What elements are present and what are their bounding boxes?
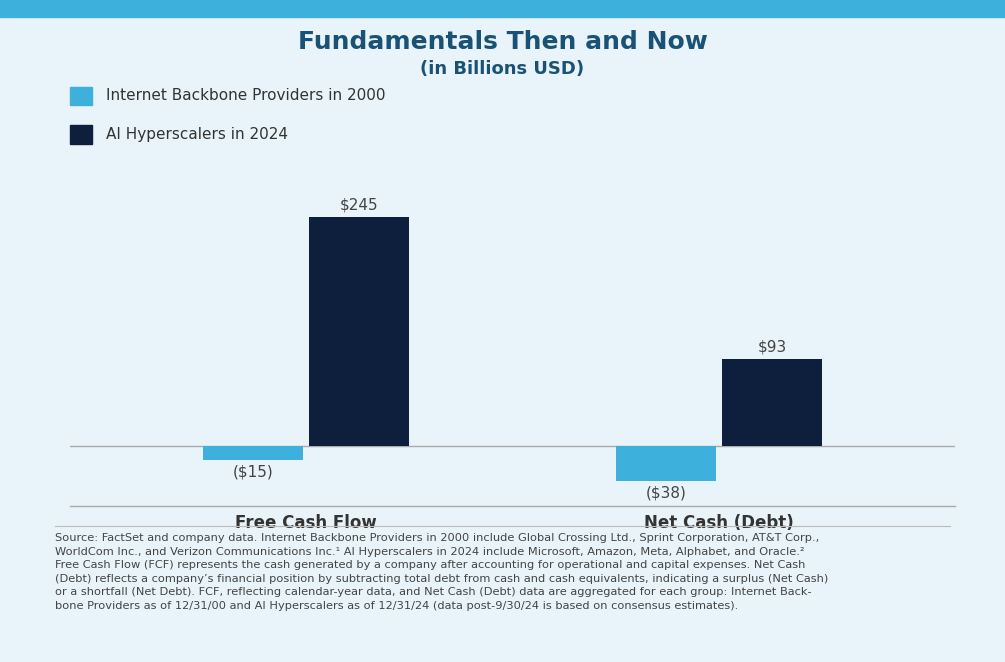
Bar [722,359,822,446]
Bar [203,446,304,460]
Text: Internet Backbone Providers in 2000: Internet Backbone Providers in 2000 [106,89,385,103]
Text: Free Cash Flow: Free Cash Flow [235,514,377,532]
Text: Source: FactSet and company data. Internet Backbone Providers in 2000 include Gl: Source: FactSet and company data. Intern… [55,533,828,611]
Text: ($38): ($38) [645,486,686,501]
Text: Net Cash (Debt): Net Cash (Debt) [644,514,794,532]
Text: AI Hyperscalers in 2024: AI Hyperscalers in 2024 [106,127,287,142]
Bar [616,446,716,481]
Text: ($15): ($15) [233,465,273,479]
Text: $93: $93 [758,340,787,354]
Text: Fundamentals Then and Now: Fundamentals Then and Now [297,30,708,54]
Text: $245: $245 [340,198,379,213]
Bar [310,217,409,446]
Text: (in Billions USD): (in Billions USD) [420,60,585,77]
